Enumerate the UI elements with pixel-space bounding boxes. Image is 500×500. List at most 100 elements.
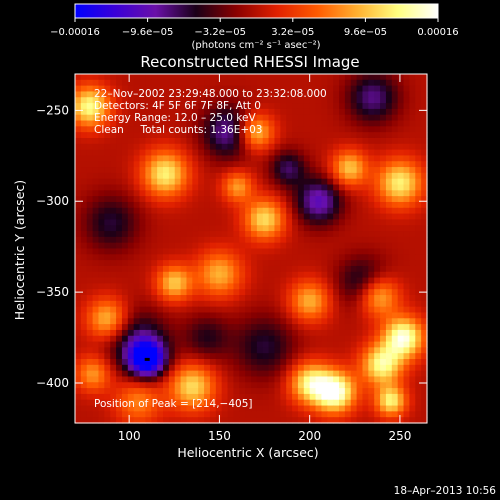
heatmap-cell	[245, 137, 252, 145]
heatmap-cell	[315, 329, 322, 337]
heatmap-cell	[98, 283, 105, 290]
heatmap-cell	[380, 85, 387, 93]
heatmap-cell	[391, 196, 399, 203]
heatmap-cell	[262, 219, 270, 226]
heatmap-cell	[145, 399, 152, 407]
heatmap-cell	[374, 370, 381, 378]
heatmap-cell	[362, 196, 369, 203]
heatmap-cell	[221, 172, 229, 180]
heatmap-cell	[163, 155, 170, 162]
heatmap-cell	[327, 277, 334, 284]
heatmap-cell	[92, 184, 100, 191]
heatmap-cell	[327, 74, 334, 81]
heatmap-cell	[127, 120, 135, 127]
heatmap-cell	[315, 207, 322, 215]
heatmap-cell	[292, 91, 299, 98]
heatmap-cell	[409, 271, 416, 279]
heatmap-cell	[157, 289, 164, 296]
heatmap-cell	[362, 324, 369, 331]
heatmap-cell	[233, 417, 240, 424]
heatmap-cell	[374, 295, 381, 302]
heatmap-cell	[380, 120, 387, 127]
y-tick-label: −300	[36, 194, 69, 208]
heatmap-cell	[339, 213, 346, 221]
heatmap-cell	[391, 201, 399, 209]
heatmap-cell	[344, 184, 352, 191]
heatmap-cell	[321, 300, 328, 308]
heatmap-cell	[303, 393, 311, 401]
heatmap-cell	[180, 85, 188, 93]
heatmap-cell	[409, 231, 416, 238]
heatmap-cell	[292, 335, 299, 343]
heatmap-cell	[180, 219, 188, 226]
heatmap-cell	[251, 231, 258, 238]
heatmap-cell	[344, 411, 352, 418]
heatmap-cell	[403, 242, 410, 250]
heatmap-cell	[409, 201, 416, 209]
heatmap-cell	[362, 300, 369, 308]
heatmap-cell	[121, 91, 129, 98]
heatmap-cell	[174, 225, 182, 232]
heatmap-cell	[157, 196, 164, 203]
heatmap-cell	[139, 103, 146, 110]
heatmap-cell	[75, 329, 82, 337]
energy-range-annotation: Energy Range: 12.0 – 25.0 keV	[94, 112, 256, 124]
heatmap-cell	[104, 248, 111, 255]
heatmap-cell	[151, 225, 158, 232]
heatmap-cell	[86, 399, 94, 407]
heatmap-cell	[80, 149, 88, 157]
heatmap-cell	[133, 370, 141, 378]
heatmap-cell	[133, 329, 141, 337]
heatmap-cell	[192, 306, 199, 314]
heatmap-cell	[163, 376, 170, 383]
heatmap-cell	[209, 184, 217, 191]
heatmap-cell	[385, 201, 393, 209]
heatmap-cell	[251, 411, 258, 418]
heatmap-cell	[204, 85, 211, 93]
heatmap-cell	[403, 190, 410, 197]
heatmap-cell	[209, 388, 217, 395]
heatmap-cell	[168, 283, 176, 290]
heatmap-cell	[356, 306, 364, 314]
heatmap-cell	[251, 329, 258, 337]
heatmap-cell	[127, 335, 135, 343]
heatmap-cell	[350, 382, 358, 389]
heatmap-cell	[116, 213, 123, 221]
heatmap-cell	[163, 399, 170, 407]
heatmap-cell	[362, 277, 369, 284]
heatmap-cell	[251, 201, 258, 209]
heatmap-cell	[239, 329, 246, 337]
heatmap-cell	[286, 324, 293, 331]
heatmap-cell	[262, 335, 270, 343]
heatmap-cell	[356, 341, 364, 348]
heatmap-cell	[368, 248, 375, 255]
heatmap-cell	[297, 347, 305, 354]
heatmap-cell	[297, 85, 305, 93]
heatmap-cell	[303, 382, 311, 389]
heatmap-cell	[139, 149, 146, 157]
heatmap-cell	[391, 411, 399, 418]
heatmap-cell	[121, 213, 129, 221]
heatmap-cell	[321, 364, 328, 372]
heatmap-cell	[75, 347, 82, 354]
heatmap-cell	[157, 312, 164, 319]
heatmap-cell	[391, 85, 399, 93]
heatmap-cell	[251, 103, 258, 110]
heatmap-cell	[121, 283, 129, 290]
heatmap-cell	[315, 108, 322, 116]
heatmap-cell	[268, 178, 276, 186]
heatmap-cell	[374, 137, 381, 145]
heatmap-cell	[80, 312, 88, 319]
heatmap-cell	[75, 231, 82, 238]
heatmap-cell	[409, 85, 416, 93]
heatmap-cell	[127, 242, 135, 250]
heatmap-cell	[104, 353, 111, 360]
heatmap-cell	[286, 329, 293, 337]
heatmap-cell	[297, 242, 305, 250]
heatmap-cell	[391, 143, 399, 151]
heatmap-cell	[163, 248, 170, 255]
heatmap-cell	[157, 295, 164, 302]
heatmap-cell	[98, 388, 105, 395]
heatmap-cell	[315, 172, 322, 180]
heatmap-cell	[356, 137, 364, 145]
